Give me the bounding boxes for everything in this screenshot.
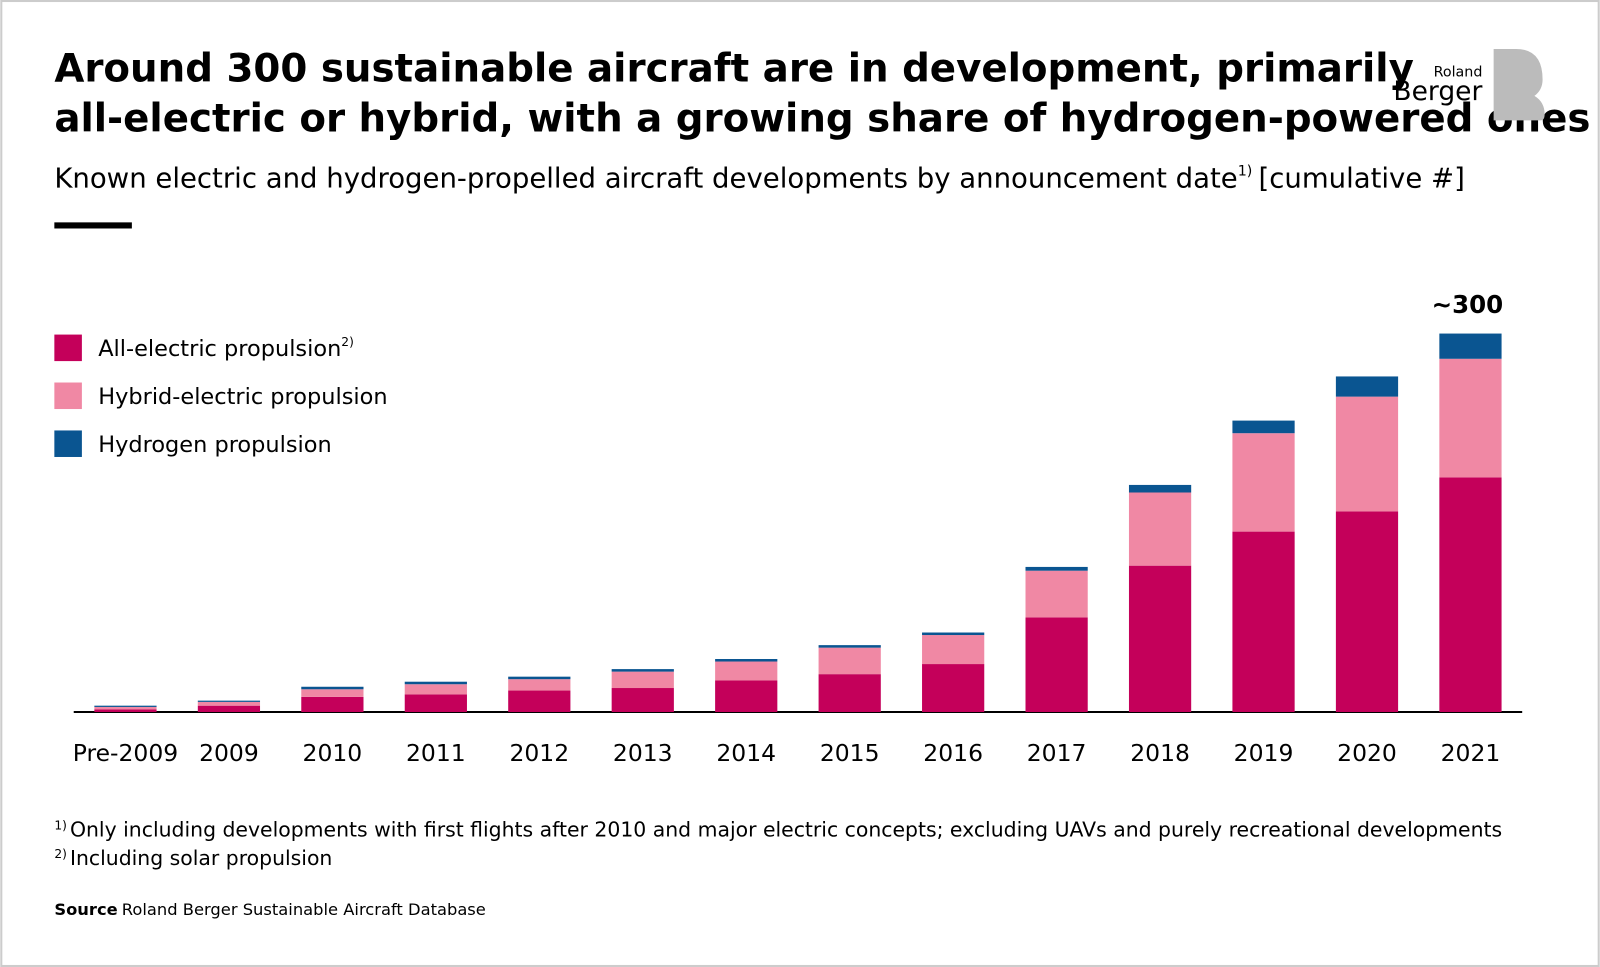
bar-segment — [508, 690, 571, 712]
legend-swatch — [54, 334, 82, 362]
bar-segment — [301, 696, 364, 712]
bar-segment — [1335, 511, 1399, 712]
bar-segment — [1335, 376, 1399, 397]
subtitle: Known electric and hydrogen-propelled ai… — [54, 163, 1465, 195]
bar-segment — [922, 664, 985, 712]
bar-segment — [94, 705, 157, 707]
bar-segment — [1128, 565, 1192, 712]
legend-text: Hybrid-electric propulsion — [98, 384, 387, 410]
legend-note: 2) — [341, 335, 354, 349]
legend-label: Hybrid-electric propulsion — [98, 384, 387, 410]
bar-segment — [1025, 570, 1088, 618]
bar-segment — [404, 684, 467, 695]
x-tick-label: 2018 — [1130, 739, 1190, 767]
bar-segment — [1335, 396, 1399, 512]
bar-segment — [301, 689, 364, 697]
legend-label: Hydrogen propulsion — [98, 432, 332, 458]
bar-segment — [818, 647, 881, 675]
subtitle-unit: [cumulative #] — [1259, 163, 1465, 195]
footnote: 2) Including solar propulsion — [54, 846, 332, 870]
bar-segment — [1232, 420, 1295, 434]
bar-segment — [94, 706, 157, 710]
bar-segment — [611, 671, 674, 689]
bar-segment — [818, 645, 881, 648]
annotation: ~300 — [1432, 290, 1504, 319]
source-text: Roland Berger Sustainable Aircraft Datab… — [122, 900, 486, 919]
x-tick-label: 2015 — [820, 739, 880, 767]
bar-segment — [1232, 531, 1295, 712]
x-tick-label: 2020 — [1337, 739, 1397, 767]
bar-segment — [1439, 333, 1502, 359]
footnote-text: Including solar propulsion — [70, 846, 332, 870]
x-tick-label: 2019 — [1234, 739, 1294, 767]
bar-segment — [1439, 358, 1502, 478]
source: Source Roland Berger Sustainable Aircraft… — [54, 900, 486, 919]
bar-segment — [197, 705, 261, 712]
title-line: all-electric or hybrid, with a growing s… — [54, 97, 1590, 142]
x-tick-label: 2021 — [1441, 739, 1501, 767]
bar-segment — [715, 680, 778, 712]
bar-segment — [922, 635, 985, 665]
x-tick-label: 2011 — [406, 739, 466, 767]
legend-label: All-electric propulsion2) — [98, 335, 354, 362]
footnote-text: Only including developments with first f… — [70, 817, 1502, 841]
x-tick-label: 2014 — [716, 739, 776, 767]
bar-segment — [818, 674, 881, 712]
logo-small: Roland — [1434, 65, 1483, 81]
title-line: Around 300 sustainable aircraft are in d… — [54, 47, 1414, 92]
subtitle-note: 1) — [1238, 163, 1253, 179]
legend-swatch — [54, 430, 82, 457]
subtitle-text: Known electric and hydrogen-propelled ai… — [54, 163, 1237, 195]
footnote: 1) Only including developments with first… — [54, 817, 1502, 841]
footnote-marker: 1) — [54, 818, 67, 832]
x-tick-label: Pre-2009 — [73, 739, 178, 767]
source-label: Source — [54, 900, 117, 919]
x-tick-label: 2016 — [923, 739, 983, 767]
bar-segment — [715, 661, 778, 681]
bar-segment — [611, 688, 674, 712]
x-tick-label: 2012 — [509, 739, 569, 767]
bar-segment — [197, 700, 261, 702]
bar-segment — [301, 686, 364, 690]
x-tick-label: 2010 — [303, 739, 363, 767]
bar-segment — [94, 709, 157, 712]
bar-segment — [611, 669, 674, 672]
bar-segment — [404, 681, 467, 685]
bar-segment — [1232, 433, 1295, 532]
bar-segment — [508, 676, 571, 680]
bar-segment — [922, 632, 985, 636]
bar-segment — [404, 694, 467, 712]
bar-segment — [715, 659, 778, 662]
bar-segment — [1025, 566, 1088, 571]
accent-bar — [54, 222, 132, 229]
bar-segment — [197, 701, 261, 706]
logo-large: Berger — [1393, 76, 1482, 107]
bar-segment — [508, 679, 571, 691]
bar-segment — [1025, 617, 1088, 712]
bar-segment — [1439, 477, 1502, 712]
legend-text: All-electric propulsion — [98, 336, 341, 362]
x-tick-label: 2009 — [199, 739, 259, 767]
bar-segment — [1128, 484, 1192, 493]
legend-text: Hydrogen propulsion — [98, 432, 332, 458]
logo-mark — [1493, 48, 1545, 121]
x-tick-label: 2017 — [1027, 739, 1087, 767]
legend-swatch — [54, 382, 82, 410]
x-tick-label: 2013 — [613, 739, 673, 767]
bar-segment — [1128, 492, 1192, 566]
footnote-marker: 2) — [54, 847, 67, 861]
